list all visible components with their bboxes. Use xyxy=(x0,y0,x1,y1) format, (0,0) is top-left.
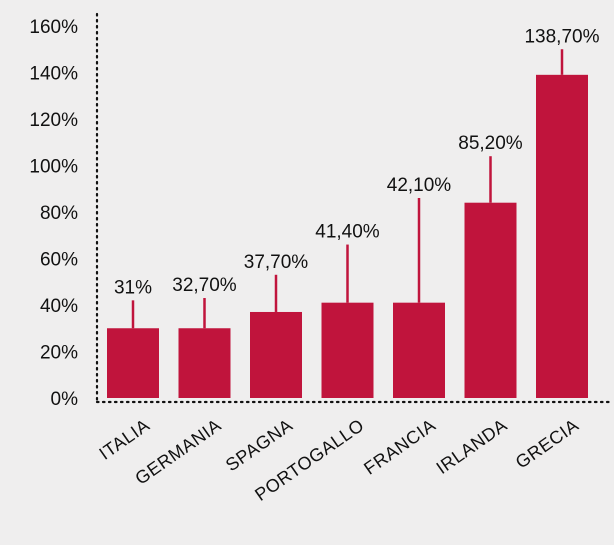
data-labels: 31% 32,70% 37,70% 41,40% 42,10% 85,20% 138,70% xyxy=(114,26,600,298)
y-tick-label: 140% xyxy=(29,64,78,85)
y-axis: 0% 20% 40% 60% 80% 100% 120% 140% 160% xyxy=(29,12,99,410)
y-tick-label: 100% xyxy=(29,157,78,178)
y-tick-label: 0% xyxy=(51,389,79,410)
data-label: 42,10% xyxy=(387,175,452,196)
data-label: 138,70% xyxy=(524,26,599,47)
y-tick-label: 20% xyxy=(40,343,78,364)
bar xyxy=(536,74,588,398)
data-label: 37,70% xyxy=(244,252,309,273)
bar xyxy=(250,311,302,398)
category-labels: ITALIAGERMANIASPAGNAPORTOGALLOFRANCIAIRL… xyxy=(95,415,582,505)
error-whiskers xyxy=(131,49,564,329)
bar xyxy=(321,302,374,398)
y-tick-label: 40% xyxy=(40,296,78,317)
y-tick-label: 60% xyxy=(40,250,78,271)
y-tick-label: 160% xyxy=(29,17,78,38)
data-label: 41,40% xyxy=(315,222,380,243)
category-label: IRLANDA xyxy=(433,415,511,478)
data-label: 31% xyxy=(114,277,152,298)
bar xyxy=(464,202,517,398)
data-label: 32,70% xyxy=(172,275,237,296)
category-label: FRANCIA xyxy=(360,415,439,479)
category-label: ITALIA xyxy=(95,415,153,464)
bar xyxy=(107,328,159,398)
bars xyxy=(107,74,588,398)
y-tick-label: 80% xyxy=(40,203,78,224)
data-label: 85,20% xyxy=(458,133,523,154)
y-tick-label: 120% xyxy=(29,110,78,131)
bar xyxy=(393,302,445,398)
category-label: GRECIA xyxy=(512,415,582,473)
bar xyxy=(178,328,231,398)
